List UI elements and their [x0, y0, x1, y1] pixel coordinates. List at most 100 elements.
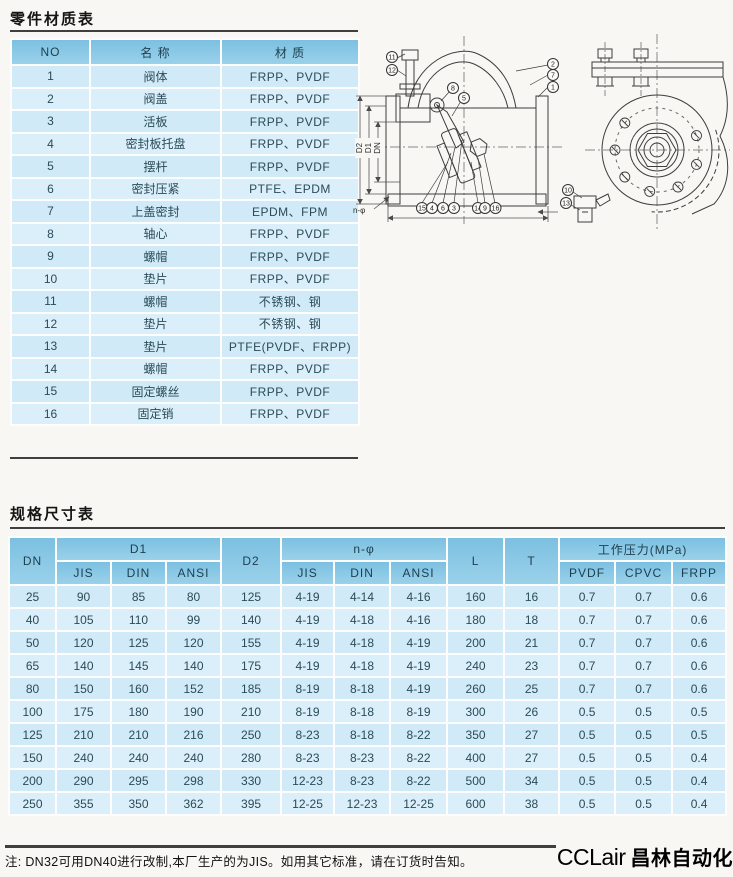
part-no-cell: 9	[10, 244, 91, 269]
part-no-cell: 10	[10, 266, 91, 291]
d1-ansi-cell: 99	[164, 607, 223, 632]
d1-din-cell: 125	[110, 630, 167, 655]
d1-din-cell: 110	[110, 607, 167, 632]
part-no-cell: 14	[10, 356, 91, 381]
frpp-cell: 0.6	[671, 607, 728, 632]
part-callout-16: 16	[489, 202, 502, 214]
part-callout-2: 2	[547, 58, 559, 70]
pvdf-cell: 0.7	[558, 584, 617, 609]
frpp-cell: 0.5	[671, 699, 728, 724]
t-cell: 26	[503, 699, 561, 724]
part-material-cell: FRPP、PVDF	[220, 379, 360, 404]
n-jis-cell: 8-23	[280, 745, 336, 770]
part-callout-7: 7	[547, 69, 559, 81]
specs-title-rule	[10, 527, 725, 529]
n-jis-cell: 4-19	[280, 607, 336, 632]
n-jis-cell: 8-19	[280, 699, 336, 724]
table-row: 12 垫片 不锈钢、钢	[10, 311, 360, 336]
svg-text:16: 16	[492, 206, 500, 213]
n-ansi-cell: 12-25	[389, 791, 449, 816]
table-row: 80 150 160 152 185 8-19 8-18 4-19 260 25 0.7 0.7 0.6	[8, 676, 728, 701]
n-jis-cell: 4-19	[280, 584, 336, 609]
svg-text:11: 11	[388, 55, 395, 62]
n-jis-cell: 4-19	[280, 630, 336, 655]
n-ansi-cell: 4-19	[389, 630, 449, 655]
dn-cell: 50	[8, 630, 57, 655]
part-callout-10: 10	[562, 184, 574, 196]
part-callouts-right: 10 13	[560, 184, 574, 209]
n-din-cell: 4-14	[333, 584, 392, 609]
pvdf-cell: 0.7	[558, 653, 617, 678]
dim-label-n-phi: n-φ	[353, 206, 365, 215]
dn-cell: 200	[8, 768, 57, 793]
specs-header-row-2: JIS DIN ANSI JIS DIN ANSI PVDF CPVC FRPP	[9, 560, 728, 586]
d1-jis-cell: 105	[55, 607, 112, 632]
part-name-cell: 密封压紧	[89, 176, 222, 201]
cpvc-cell: 0.7	[614, 653, 674, 678]
part-material-cell: EPDM、FPM	[220, 199, 360, 224]
col-header-n-ansi: ANSI	[389, 560, 449, 586]
dim-label-dn: DN	[373, 142, 382, 154]
part-material-cell: FRPP、PVDF	[220, 244, 360, 269]
table-row: 125 210 210 216 250 8-23 8-18 8-22 350 27 0.5 0.5 0.…	[8, 722, 728, 747]
valve-technical-drawing: D2 D1 DN n-φ 11 12 2 7 1 8 5 15 4 6 3 14…	[353, 34, 730, 232]
part-name-cell: 螺帽	[89, 289, 222, 314]
svg-text:14: 14	[474, 206, 482, 213]
table-row: 2 阀盖 FRPP、PVDF	[10, 86, 360, 111]
part-name-cell: 轴心	[89, 221, 222, 246]
part-material-cell: FRPP、PVDF	[220, 86, 360, 111]
cpvc-cell: 0.7	[614, 676, 674, 701]
table-row: 13 垫片 PTFE(PVDF、FRPP)	[10, 334, 360, 359]
col-group-working-pressure: 工作压力(MPa)	[558, 536, 728, 562]
dim-label-d1: D1	[364, 142, 373, 153]
part-material-cell: FRPP、PVDF	[220, 131, 360, 156]
col-header-cpvc: CPVC	[614, 560, 674, 586]
d1-jis-cell: 175	[55, 699, 112, 724]
part-callout-8: 8	[447, 82, 459, 94]
n-ansi-cell: 4-19	[389, 653, 449, 678]
n-jis-cell: 12-23	[280, 768, 336, 793]
table-row: 6 密封压紧 PTFE、EPDM	[10, 176, 360, 201]
d1-din-cell: 350	[110, 791, 167, 816]
frpp-cell: 0.6	[671, 653, 728, 678]
l-cell: 500	[446, 768, 506, 793]
col-group-n-phi: n-φ	[280, 536, 449, 562]
table-row: 50 120 125 120 155 4-19 4-18 4-19 200 21 0.7 0.7 0.6	[8, 630, 728, 655]
l-cell: 180	[446, 607, 506, 632]
d2-cell: 330	[220, 768, 283, 793]
part-callout-9: 9	[479, 202, 491, 214]
n-ansi-cell: 8-22	[389, 745, 449, 770]
dn-cell: 125	[8, 722, 57, 747]
part-name-cell: 上盖密封	[89, 199, 222, 224]
part-name-cell: 螺帽	[89, 356, 222, 381]
d1-ansi-cell: 298	[164, 768, 223, 793]
d1-din-cell: 210	[110, 722, 167, 747]
brand-logo-cjk: 昌林自动化	[630, 848, 733, 870]
parts-material-table: NO 名 称 材 质 1 阀体 FRPP、PVDF 2 阀盖 FRPP、PVDF 3 活板…	[10, 38, 360, 426]
t-cell: 38	[503, 791, 561, 816]
svg-text:13: 13	[562, 201, 570, 208]
d1-jis-cell: 355	[55, 791, 112, 816]
svg-text:1: 1	[551, 85, 555, 92]
part-no-cell: 16	[10, 401, 91, 426]
col-header-n-din: DIN	[333, 560, 392, 586]
t-cell: 27	[503, 722, 561, 747]
part-no-cell: 12	[10, 311, 91, 336]
table-row: 250 355 350 362 395 12-25 12-23 12-25 600 38 0.5 0.…	[8, 791, 728, 816]
l-cell: 400	[446, 745, 506, 770]
n-din-cell: 4-18	[333, 653, 392, 678]
table-row: 25 90 85 80 125 4-19 4-14 4-16 160 16 0.7 0.7 0.6	[8, 584, 728, 609]
pvdf-cell: 0.5	[558, 768, 617, 793]
table-row: 10 垫片 FRPP、PVDF	[10, 266, 360, 291]
part-no-cell: 1	[10, 64, 91, 89]
t-cell: 16	[503, 584, 561, 609]
part-material-cell: FRPP、PVDF	[220, 221, 360, 246]
part-callout-15: 15	[416, 202, 428, 214]
dn-cell: 40	[8, 607, 57, 632]
n-ansi-cell: 4-16	[389, 584, 449, 609]
l-cell: 160	[446, 584, 506, 609]
parts-title-rule	[10, 30, 358, 32]
part-material-cell: FRPP、PVDF	[220, 154, 360, 179]
brand-logo: CCLair 昌林自动化	[556, 842, 733, 871]
col-group-d1: D1	[54, 536, 223, 562]
